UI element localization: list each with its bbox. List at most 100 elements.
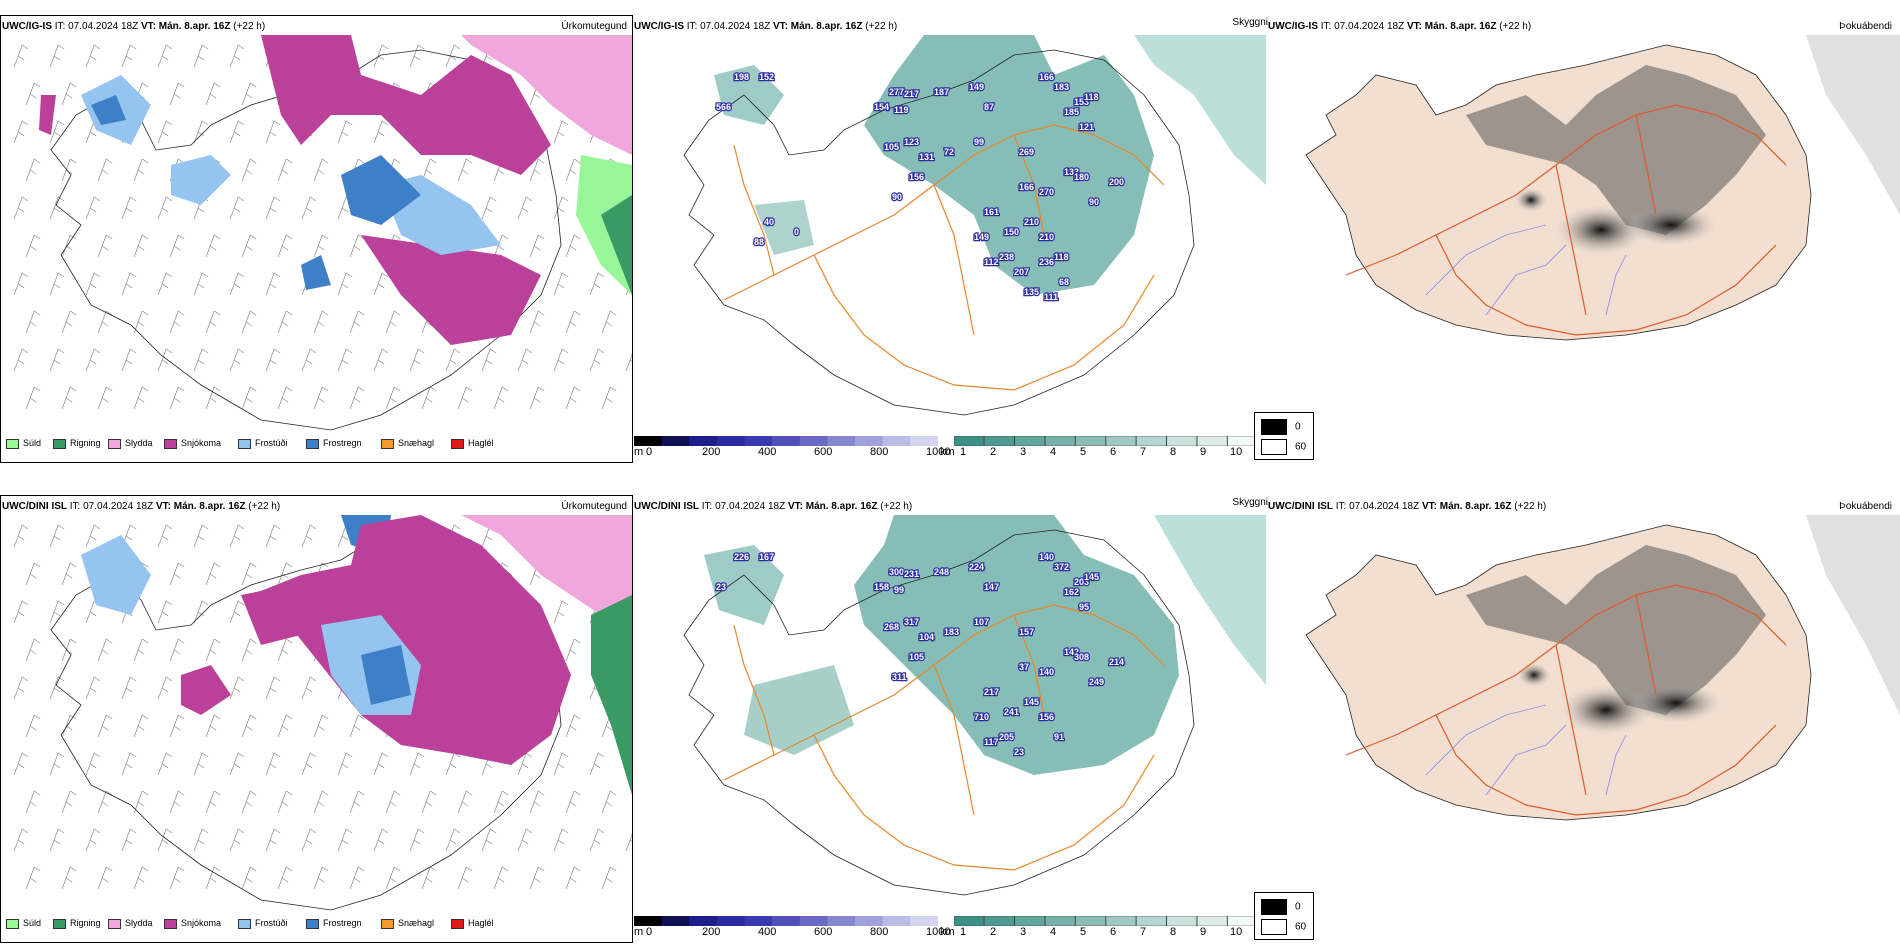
wind-barb (229, 196, 245, 220)
visibility-value-label: 72 (944, 147, 954, 157)
precip-panel-row1: UWC/DINI ISL IT: 07.04.2024 18Z VT: Mán.… (0, 480, 635, 950)
wind-barb (493, 790, 509, 814)
wind-barb (85, 348, 101, 372)
rivers (1425, 224, 1627, 316)
road-network (723, 604, 1165, 871)
elevation-colorbar-segment (772, 436, 801, 446)
legend-label: Snjókoma (181, 918, 222, 928)
valid-time: Mán. 8.apr. 16Z (1424, 21, 1497, 32)
wind-barb (265, 272, 281, 296)
legend-label: Frostúði (255, 438, 288, 448)
visibility-colorbar (954, 436, 1258, 446)
visibility-value-label: 158 (874, 582, 889, 592)
visibility-header: UWC/DINI ISL IT: 07.04.2024 18Z VT: Mán.… (634, 501, 912, 512)
fog-header: UWC/DINI ISL IT: 07.04.2024 18Z VT: Mán.… (1268, 501, 1546, 512)
wind-barb (529, 386, 545, 410)
wind-barb (265, 524, 281, 548)
wind-barb (421, 158, 437, 182)
legend-swatch (108, 438, 121, 449)
visibility-value-label: 0 (794, 227, 799, 237)
wind-barb (49, 752, 65, 776)
fog-panel-row0: UWC/IG-IS IT: 07.04.2024 18Z VT: Mán. 8.… (1254, 0, 1900, 470)
visibility-value-label: 149 (974, 232, 989, 242)
visibility-value-label: 185 (1064, 107, 1079, 117)
wind-barb (241, 386, 257, 410)
wind-barb (265, 120, 281, 144)
fog-legend-light-swatch (1261, 439, 1287, 455)
visibility-value-label: 119 (894, 105, 909, 115)
legend-label: Slydda (125, 438, 153, 448)
wind-barb (457, 386, 473, 410)
visibility-value-label: 268 (884, 622, 899, 632)
wind-barb (25, 234, 41, 258)
fog-title: Þokuábendi (1839, 21, 1892, 32)
visibility-value-label: 217 (904, 89, 919, 99)
wind-barb (277, 386, 293, 410)
wind-barb (133, 638, 149, 662)
wind-barb (121, 828, 137, 852)
wind-barb (373, 272, 389, 296)
visibility-teal-field (754, 200, 814, 255)
wind-barb (13, 348, 29, 372)
wind-barb (337, 272, 353, 296)
wind-barb (13, 120, 29, 144)
visibility-tick: 7 (1140, 926, 1147, 938)
fog-header: UWC/IG-IS IT: 07.04.2024 18Z VT: Mán. 8.… (1268, 21, 1531, 32)
fog-core (1626, 205, 1716, 245)
wind-barb (205, 714, 221, 738)
wind-barb (373, 828, 389, 852)
wind-barb (61, 790, 77, 814)
visibility-colorbar-segment (1136, 916, 1167, 926)
visibility-value-label: 180 (1074, 172, 1089, 182)
visibility-value-label: 200 (1109, 177, 1124, 187)
elevation-colorbar-segment (634, 916, 663, 926)
wind-barb (157, 828, 173, 852)
wind-barb (229, 524, 245, 548)
wind-barb (553, 752, 569, 776)
wind-barb (193, 752, 209, 776)
valid-time-label: VT: (1406, 21, 1422, 32)
wind-barb (337, 348, 353, 372)
wind-barb (169, 386, 185, 410)
wind-barb (553, 196, 569, 220)
legend-label: Haglél (468, 918, 494, 928)
wind-barb (409, 828, 425, 852)
wind-barb (565, 866, 581, 890)
wind-barb (241, 234, 257, 258)
visibility-value-label: 210 (1039, 232, 1054, 242)
model-name: UWC/IG-IS (634, 21, 684, 32)
lead-time: (+22 h) (248, 501, 281, 512)
visibility-colorbar-segment (1196, 916, 1228, 926)
visibility-value-label: 131 (919, 152, 934, 162)
fog-legend-dark-label: 0 (1295, 901, 1301, 913)
legend-label: Snjókoma (181, 438, 222, 448)
visibility-value-label: 135 (1024, 287, 1039, 297)
init-time: IT: 07.04.2024 18Z (54, 21, 139, 32)
wind-barb (301, 752, 317, 776)
visibility-colorbar-segment (1105, 436, 1137, 446)
wind-barb (337, 828, 353, 852)
valid-time-label: VT: (155, 501, 171, 512)
precip-title: Úrkomutegund (561, 501, 627, 512)
valid-time: Mán. 8.apr. 16Z (173, 501, 246, 512)
wind-barb (241, 82, 257, 106)
precip-panel-row0: UWC/IG-IS IT: 07.04.2024 18Z VT: Mán. 8.… (0, 0, 635, 470)
fog-shading (1806, 35, 1900, 215)
precip-map-frame (0, 15, 633, 463)
wind-barb (61, 234, 77, 258)
elevation-tick: 0 (646, 926, 653, 938)
valid-time-label: VT: (787, 501, 803, 512)
wind-barb (565, 386, 581, 410)
wind-barb (121, 752, 137, 776)
visibility-value-label: 99 (894, 585, 904, 595)
wind-barb (193, 524, 209, 548)
fog-legend: 0 60 (1254, 892, 1314, 940)
valid-time: Mán. 8.apr. 16Z (1439, 501, 1512, 512)
lead-time: (+22 h) (233, 21, 266, 32)
wind-barb (157, 196, 173, 220)
visibility-value-label: 317 (904, 617, 919, 627)
wind-barb (25, 790, 41, 814)
wind-barb (445, 828, 461, 852)
